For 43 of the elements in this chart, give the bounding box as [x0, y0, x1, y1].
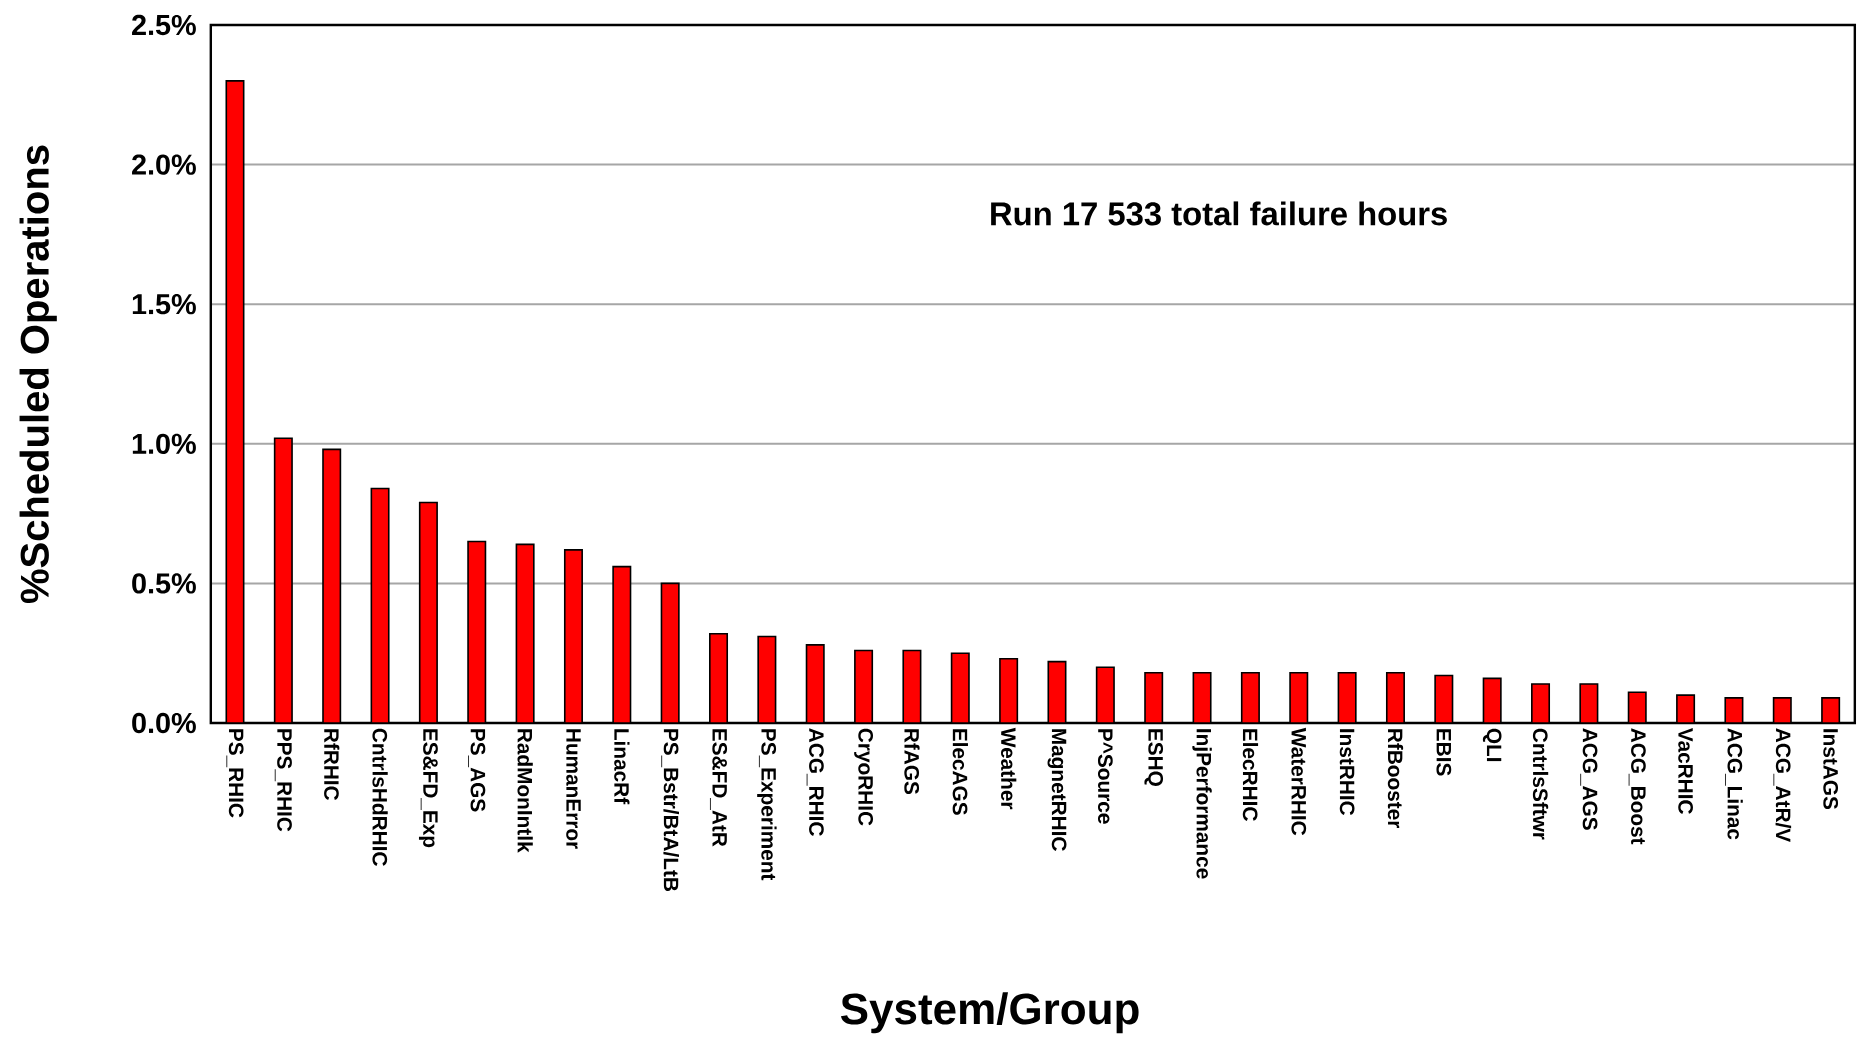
- y-axis-title: %Scheduled Operations: [19, 145, 57, 604]
- y-tick-label: 1.0%: [132, 433, 196, 454]
- x-tick-label: InjPerformance: [1192, 729, 1212, 879]
- annotation: Run 17 533 total failure hours: [991, 201, 1447, 226]
- x-tick-label: LinacRf: [614, 729, 630, 805]
- x-tick-label: ES&FD_Exp: [418, 729, 438, 848]
- x-tick-label: ElecRHIC: [1242, 729, 1259, 821]
- x-tick-label: CryoRHIC: [854, 728, 874, 826]
- x-tick-label: MagnetRHIC: [1047, 729, 1067, 851]
- y-tick-label: 2.0%: [132, 154, 196, 175]
- x-tick-label: EBIS: [1436, 729, 1452, 776]
- x-tick-label: ACG_Boost: [1628, 728, 1646, 845]
- x-tick-label: InstAGS: [1823, 729, 1839, 810]
- x-tick-label: InstRHIC: [1339, 729, 1355, 816]
- x-tick-label: PS_RHIC: [226, 729, 244, 818]
- y-tick-label: 1.5%: [132, 294, 196, 315]
- x-tick-label: ACG_AGS: [1580, 728, 1598, 830]
- x-tick-label: CntrlsSftwr: [1532, 728, 1549, 840]
- x-tick-label: RadMonIntlk: [517, 729, 533, 853]
- y-tick-label: 0.0%: [132, 712, 196, 734]
- x-tick-label: PPS_RHIC: [274, 729, 292, 832]
- x-tick-label: VacRHIC: [1678, 727, 1693, 814]
- x-tick-label: RfAGS: [904, 729, 920, 795]
- x-tick-label: QLI: [1482, 728, 1502, 762]
- x-tick-label: CntrlsHdRHIC: [372, 728, 388, 866]
- x-tick-label: ES&FD_AtR: [709, 729, 728, 847]
- x-tick-label: PS_AGS: [468, 729, 486, 812]
- x-tick-label: ElecAGS: [952, 729, 968, 815]
- x-tick-label: Weather: [1001, 727, 1017, 810]
- x-tick-label: ACG_Linac: [1725, 728, 1743, 840]
- x-axis-title: System/Group: [840, 992, 1139, 1034]
- y-tick-label: 2.5%: [132, 14, 196, 36]
- x-tick-label: ACG_AtR/V: [1773, 728, 1792, 843]
- x-tick-label: HumanError: [566, 729, 581, 849]
- y-tick-label: 0.5%: [132, 573, 196, 594]
- x-tick-label: RfRHIC: [324, 729, 340, 801]
- x-tick-label: PS_Experiment: [757, 729, 777, 881]
- x-tick-label: PS_Bstr/BtA/LtB: [661, 729, 680, 892]
- x-tick-label: ESHQ: [1144, 729, 1164, 786]
- x-tick-label: RfBooster: [1387, 729, 1404, 829]
- x-tick-label: WaterRHIC: [1291, 727, 1307, 836]
- x-tick-label: P^Source: [1098, 729, 1113, 824]
- x-tick-label: ACG_RHIC: [806, 728, 824, 836]
